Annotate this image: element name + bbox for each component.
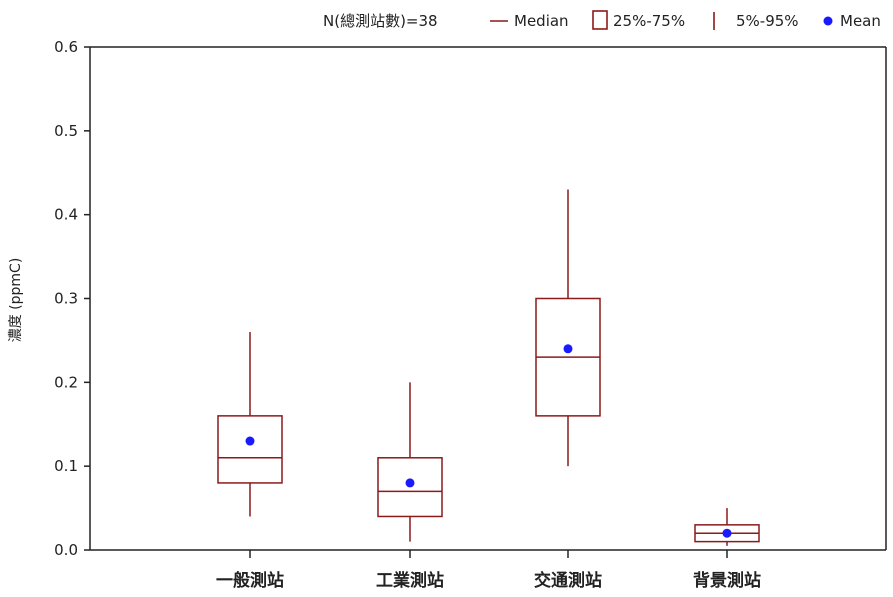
mean-point xyxy=(563,344,573,354)
y-tick-label: 0.6 xyxy=(54,38,78,56)
box-4 xyxy=(694,508,760,546)
mean-point xyxy=(722,528,732,538)
legend-mean-swatch xyxy=(823,16,833,26)
y-tick-label: 0.0 xyxy=(54,541,78,559)
legend-whisker-label: 5%-95% xyxy=(736,12,799,30)
legend-iqr-swatch xyxy=(592,10,608,30)
legend-median-label: Median xyxy=(514,12,569,30)
legend-mean-label: Mean xyxy=(840,12,881,30)
x-ticks: 一般測站 工業測站 交通測站 背景測站 xyxy=(216,550,761,591)
iqr-box xyxy=(217,415,283,484)
box-3 xyxy=(535,189,601,467)
boxes xyxy=(217,189,760,546)
box-2 xyxy=(377,382,443,542)
y-axis-title: 濃度 (ppmC) xyxy=(8,258,24,343)
y-tick-label: 0.4 xyxy=(54,206,78,224)
y-tick-label: 0.1 xyxy=(54,457,78,475)
legend: N(總測站數)=38 Median 25%-75% 5%-95% Mean xyxy=(323,10,881,30)
x-tick-label: 交通測站 xyxy=(534,570,602,591)
y-tick-label: 0.3 xyxy=(54,290,78,308)
y-tick-label: 0.5 xyxy=(54,122,78,140)
y-ticks: 0.0 0.1 0.2 0.3 0.4 0.5 0.6 xyxy=(54,38,90,559)
x-tick-label: 工業測站 xyxy=(376,570,444,591)
plot-frame xyxy=(89,46,887,551)
box-1 xyxy=(217,332,283,517)
legend-iqr-label: 25%-75% xyxy=(613,12,685,30)
mean-point xyxy=(245,436,255,446)
y-tick-label: 0.2 xyxy=(54,373,78,391)
x-tick-label: 背景測站 xyxy=(693,570,761,591)
iqr-box xyxy=(377,457,443,518)
x-tick-label: 一般測站 xyxy=(216,570,284,591)
mean-point xyxy=(405,478,415,488)
legend-n-label: N(總測站數)=38 xyxy=(323,12,438,30)
